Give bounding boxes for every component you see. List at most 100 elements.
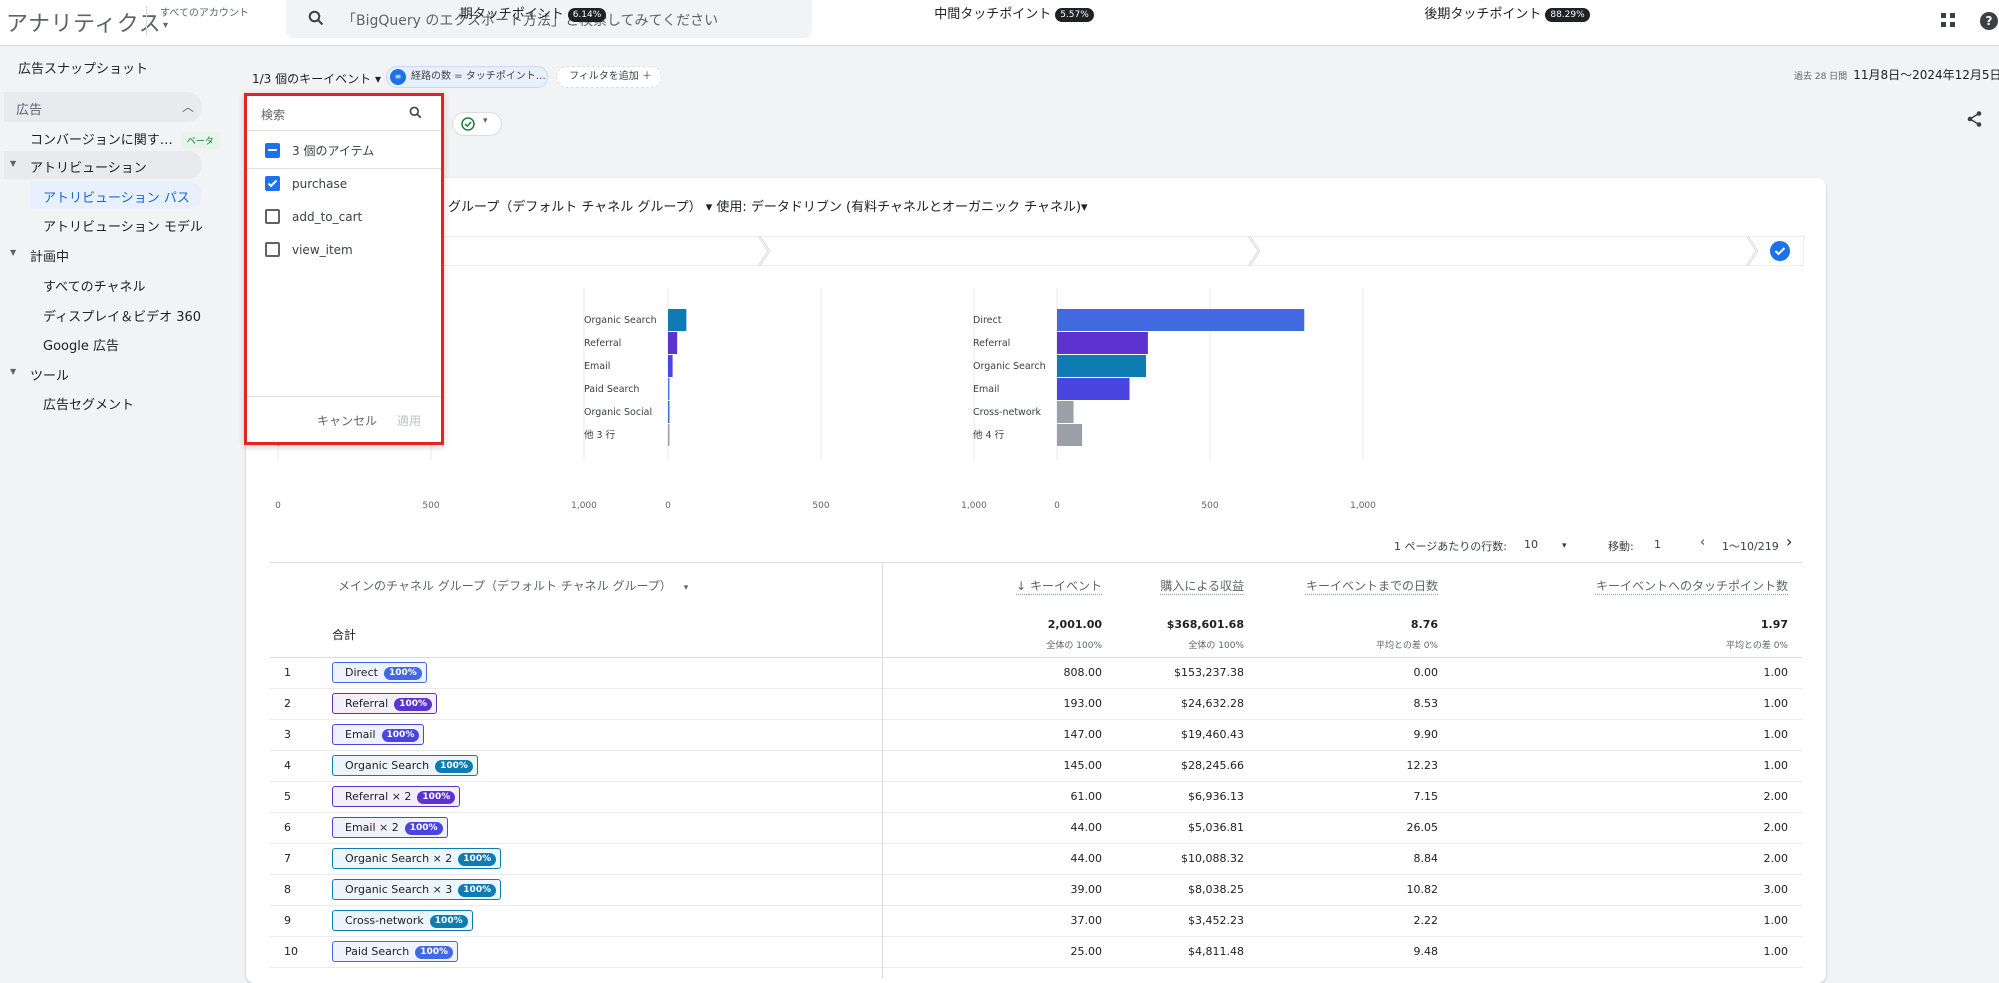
nav-item-all-channels[interactable]: すべてのチャネル: [43, 280, 146, 295]
nav-item-attribution[interactable]: アトリビューション: [30, 161, 147, 176]
bar: [668, 332, 678, 354]
col-header-revenue[interactable]: 購入による収益: [1160, 579, 1244, 593]
category-label: Email: [973, 384, 999, 395]
stage-late[interactable]: 後期タッチポイント 88.29%: [1260, 0, 1754, 30]
path-chip[interactable]: Organic Search × 3 100%: [332, 879, 502, 900]
expand-triangle-icon[interactable]: ▼: [10, 367, 17, 376]
table-row[interactable]: 5 Referral × 2 100% 61.00 $6,936.13 7.15 2.00: [270, 782, 1802, 813]
cell-value: $5,036.81: [1188, 821, 1244, 834]
option-view-item[interactable]: view_item: [265, 242, 353, 257]
nav-item-attribution-paths[interactable]: アトリビューション パス: [43, 191, 190, 206]
path-label: Email × 2: [345, 821, 399, 834]
nav-item-conversions[interactable]: コンバージョンに関す… ベータ: [30, 129, 220, 149]
help-icon[interactable]: ?: [1980, 12, 1998, 30]
share-icon[interactable]: [1966, 110, 1984, 128]
tick-label: 1,000: [1350, 501, 1376, 511]
path-label: Direct: [345, 666, 378, 679]
table-row[interactable]: 3 Email 100% 147.00 $19,460.43 9.90 1.00: [270, 720, 1802, 751]
expand-triangle-icon[interactable]: ▼: [10, 159, 17, 168]
percent-badge: 100%: [381, 729, 420, 742]
search-placeholder: 「BigQuery のエクスポート方法」と検索してみてください: [342, 13, 719, 29]
stage-middle[interactable]: 中間タッチポイント 5.57%: [770, 0, 1258, 30]
category-label: Organic Search: [584, 315, 657, 326]
add-filter-button[interactable]: フィルタを追加 ＋: [556, 66, 662, 88]
nav-item-attribution-models[interactable]: アトリビューション モデル: [43, 220, 203, 235]
path-chip[interactable]: Referral 100%: [332, 693, 438, 714]
nav-item-ad-segments[interactable]: 広告セグメント: [43, 398, 135, 413]
cell-value: 8.53: [1413, 697, 1439, 710]
table-row[interactable]: 6 Email × 2 100% 44.00 $5,036.81 26.05 2.00: [270, 813, 1802, 844]
stage-early[interactable]: 期タッチポイント 6.14%: [268, 0, 758, 30]
nav-item-google-ads[interactable]: Google 広告: [43, 339, 119, 354]
keyevent-selector[interactable]: 1/3 個のキーイベント ▾: [252, 72, 381, 86]
table-row[interactable]: 1 Direct 100% 808.00 $153,237.38 0.00 1.00: [270, 658, 1802, 689]
left-nav: 広告スナップショット 広告 ︿ コンバージョンに関す… ベータ ▼ アトリビューシ…: [0, 47, 246, 983]
table-row[interactable]: 7 Organic Search × 2 100% 44.00 $10,088.32 8.…: [270, 844, 1802, 875]
path-chip[interactable]: Cross-network 100%: [332, 910, 473, 931]
nav-section-label: 広告: [16, 103, 43, 118]
cell-value: $153,237.38: [1174, 666, 1244, 679]
app-title[interactable]: アナリティクス: [6, 12, 162, 37]
path-chip[interactable]: Organic Search × 2 100%: [332, 848, 502, 869]
dimension-selector[interactable]: メインのチャネル グループ（デフォルト チャネル グループ） ▾: [338, 579, 689, 593]
cell-value: 37.00: [1070, 914, 1103, 927]
cancel-button[interactable]: キャンセル: [317, 414, 378, 428]
select-all-checkbox[interactable]: 3 個のアイテム: [265, 142, 374, 159]
chevron-down-icon: ▾: [683, 583, 689, 593]
check-circle-icon: [461, 117, 475, 131]
path-label: Organic Search × 3: [345, 883, 453, 896]
search-input[interactable]: 「BigQuery のエクスポート方法」と検索してみてください: [286, 0, 812, 38]
rows-per-page-select[interactable]: 10 ▾: [1524, 538, 1567, 551]
check-icon[interactable]: [1770, 241, 1790, 261]
path-chip[interactable]: Email × 2 100%: [332, 817, 448, 838]
next-page-icon[interactable]: ›: [1786, 532, 1793, 551]
nav-item-dv360[interactable]: ディスプレイ＆ビデオ 360: [43, 310, 202, 325]
percent-badge: 100%: [429, 915, 468, 928]
row-index: 1: [284, 666, 291, 679]
total-sub: 平均との差 0%: [1725, 641, 1788, 651]
apply-button[interactable]: 適用: [397, 414, 422, 428]
chevron-down-icon: ▾: [483, 116, 488, 126]
col-header-keyevents[interactable]: ↓ キーイベント: [1016, 579, 1102, 593]
path-chip[interactable]: Direct 100%: [332, 662, 427, 683]
nav-item-planning[interactable]: 計画中: [30, 250, 70, 265]
row-index: 6: [284, 821, 291, 834]
path-label: Organic Search: [345, 759, 430, 772]
percent-badge: 100%: [458, 853, 497, 866]
chevron-down-icon[interactable]: ▾: [163, 20, 169, 31]
card-heading[interactable]: グループ（デフォルト チャネル グループ） ▾ 使用: データドリブン (有料チ…: [448, 200, 1088, 215]
cell-value: 145.00: [1063, 759, 1103, 772]
nav-ads-snapshot[interactable]: 広告スナップショット: [18, 62, 149, 77]
table-row[interactable]: 9 Cross-network 100% 37.00 $3,452.23 2.22 1.00: [270, 906, 1802, 937]
category-label: Organic Search: [973, 361, 1046, 372]
apps-grid-icon[interactable]: [1940, 12, 1956, 28]
category-label: 他 4 行: [973, 429, 1005, 441]
conversion-status-chip[interactable]: ▾: [452, 112, 502, 136]
path-chip[interactable]: Organic Search 100%: [332, 755, 478, 776]
path-chip[interactable]: Referral × 2 100%: [332, 786, 461, 807]
prev-page-icon[interactable]: ‹: [1700, 535, 1706, 550]
table-row[interactable]: 8 Organic Search × 3 100% 39.00 $8,038.25 10.…: [270, 875, 1802, 906]
tick-label: 0: [665, 501, 671, 511]
table-row[interactable]: 10 Paid Search 100% 25.00 $4,811.48 9.48 1.00: [270, 937, 1802, 968]
nav-section-ads[interactable]: 広告 ︿: [4, 92, 202, 122]
table-row[interactable]: 2 Referral 100% 193.00 $24,632.28 8.53 1.00: [270, 689, 1802, 720]
percent-badge: 100%: [394, 698, 433, 711]
report-card: [246, 178, 1826, 983]
path-chip[interactable]: Email 100%: [332, 724, 425, 745]
option-add-to-cart[interactable]: add_to_cart: [265, 209, 362, 224]
account-selector[interactable]: すべてのアカウント: [160, 8, 249, 19]
col-header-touchpoints[interactable]: キーイベントへのタッチポイント数: [1595, 579, 1788, 593]
goto-page-input[interactable]: 1: [1654, 538, 1661, 551]
dropdown-search-input[interactable]: 検索: [261, 108, 286, 122]
filter-chip[interactable]: ≡ 経路の数 = タッチポイント…: [386, 66, 548, 88]
divider: [146, 6, 147, 36]
col-header-days[interactable]: キーイベントまでの日数: [1305, 579, 1438, 593]
table-row[interactable]: 4 Organic Search 100% 145.00 $28,245.66 12.23…: [270, 751, 1802, 782]
expand-triangle-icon[interactable]: ▼: [10, 248, 17, 257]
option-purchase[interactable]: purchase: [265, 176, 347, 191]
nav-item-tools[interactable]: ツール: [30, 369, 70, 384]
path-chip[interactable]: Paid Search 100%: [332, 941, 459, 962]
total-revenue: $368,601.68: [1166, 618, 1244, 631]
